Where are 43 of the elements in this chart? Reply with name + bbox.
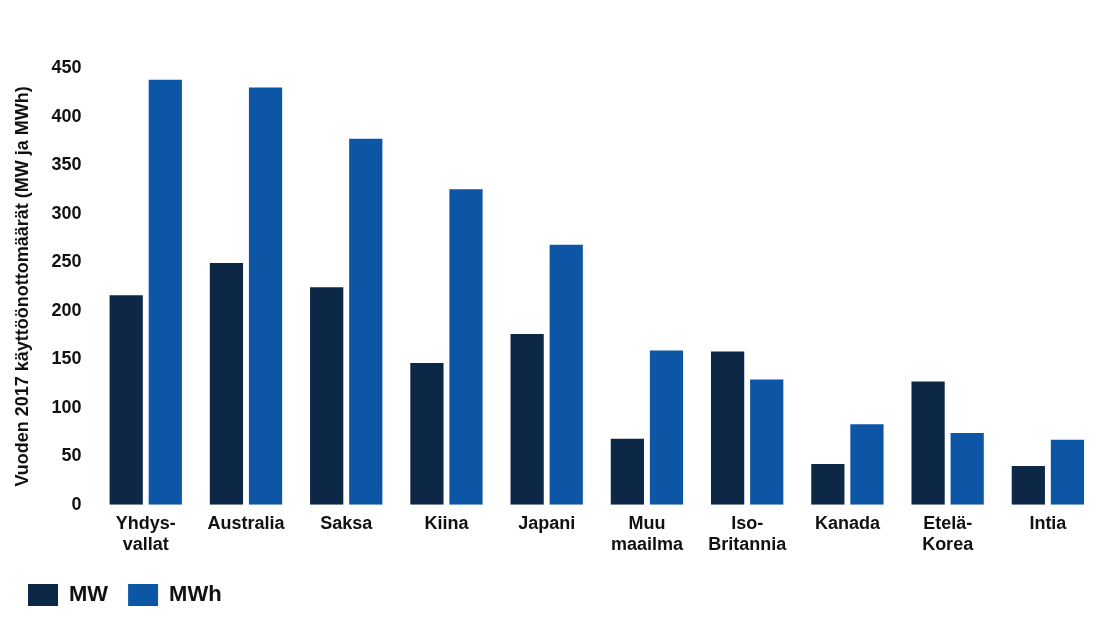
legend-label: MW xyxy=(69,581,109,607)
bar xyxy=(248,87,283,505)
bar xyxy=(950,432,984,505)
bar xyxy=(410,363,444,505)
x-tick-label: Muu maailma xyxy=(610,512,684,555)
x-tick-label: Yhdys- vallat xyxy=(115,512,176,555)
y-tick-label: 300 xyxy=(51,202,82,223)
bar xyxy=(549,244,583,505)
bar xyxy=(1050,439,1085,505)
bar xyxy=(449,189,483,505)
bar xyxy=(850,424,884,505)
x-tick-label: Australia xyxy=(207,512,286,533)
x-tick-label: Etelä- Korea xyxy=(922,512,975,555)
bar xyxy=(649,350,684,505)
y-tick-label: 400 xyxy=(51,105,82,126)
y-tick-label: 450 xyxy=(51,56,82,77)
bar xyxy=(349,138,383,505)
bar xyxy=(911,381,945,505)
y-tick-label: 150 xyxy=(51,348,82,369)
x-tick-label: Intia xyxy=(1029,512,1068,533)
bar xyxy=(310,287,344,505)
bar xyxy=(711,351,745,505)
y-tick-label: 0 xyxy=(71,493,82,514)
bar xyxy=(610,438,644,505)
y-axis-title: Vuoden 2017 käyttöönottomäärät (MW ja MWh) xyxy=(11,86,32,487)
x-tick-label: Saksa xyxy=(320,512,374,533)
y-tick-label: 100 xyxy=(51,396,82,417)
x-tick-label: Japani xyxy=(518,512,576,533)
bar xyxy=(811,464,845,505)
legend-label: MWh xyxy=(169,581,222,607)
bar xyxy=(209,263,244,505)
bar xyxy=(148,79,182,505)
y-tick-label: 250 xyxy=(51,251,82,272)
bar xyxy=(1011,465,1045,505)
bar xyxy=(750,379,784,505)
x-tick-label: Iso- Britannia xyxy=(708,512,788,555)
x-tick-label: Kanada xyxy=(814,512,881,533)
bar xyxy=(109,295,143,505)
x-tick-label: Kiina xyxy=(424,512,470,533)
y-tick-label: 200 xyxy=(51,299,82,320)
y-tick-label: 350 xyxy=(51,154,82,175)
bar xyxy=(510,333,544,505)
y-tick-label: 50 xyxy=(61,445,82,466)
